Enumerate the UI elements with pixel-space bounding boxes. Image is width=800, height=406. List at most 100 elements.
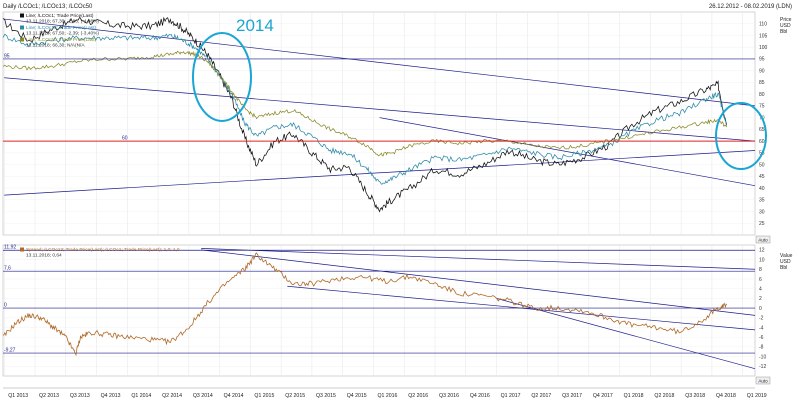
x-tick-label: Q2 2017 xyxy=(531,393,551,399)
spread-y-tick-label: 12 xyxy=(759,248,765,254)
price-panel-frame xyxy=(2,11,756,236)
spread-legend: Spread; /LCOc13; Trade Price(Last); /LCO… xyxy=(20,247,180,259)
x-tick-label: Q3 2017 xyxy=(562,393,582,399)
x-tick-label: Q1 2013 xyxy=(8,393,28,399)
spread-y-tick-label: -12 xyxy=(759,364,766,370)
spread-channel-line xyxy=(201,249,756,316)
auto-button-top-label: Auto xyxy=(758,238,768,243)
price-y-tick-label: 110 xyxy=(759,22,767,28)
legend-series-value: 13.11.2018; 67,30; -2,86; (-4,08%) xyxy=(26,19,99,25)
x-tick-label: Q2 2013 xyxy=(39,393,59,399)
spread-y-tick-label: 10 xyxy=(759,257,765,263)
price-level-label: 60 xyxy=(122,136,128,142)
spread-ylabel: Value USD Bbl xyxy=(780,253,793,271)
price-y-tick-label: 45 xyxy=(759,174,765,180)
price-channel-line xyxy=(4,18,756,107)
x-tick-label: Q1 2018 xyxy=(624,393,644,399)
x-tick-label: Q1 2017 xyxy=(501,393,521,399)
spread-level-label: 7,6 xyxy=(4,266,11,272)
price-channels xyxy=(4,18,756,196)
auto-button-top[interactable]: Auto xyxy=(755,235,771,244)
spread-channel-line xyxy=(496,298,756,370)
date-range: 26.12.2012 - 08.02.2019 (LDN) xyxy=(709,4,792,10)
price-y-tick-label: 65 xyxy=(759,127,765,133)
spread-y-tick-label: 0 xyxy=(759,306,762,312)
legend-swatch xyxy=(20,247,24,252)
price-y-tick-label: 60 xyxy=(759,139,765,145)
spread-y-tick-label: 2 xyxy=(759,296,762,302)
x-tick-label: Q4 2016 xyxy=(470,393,490,399)
x-tick-label: Q2 2014 xyxy=(162,393,182,399)
year-annotation: 2014 xyxy=(236,16,274,35)
legend-series-value: 13.11.2018; 66,30; N/A(N/A xyxy=(26,43,85,49)
spread-ylabel-line: Value xyxy=(780,253,793,259)
spread-ylabel-line: USD xyxy=(780,259,791,265)
spread-y-tick-label: -10 xyxy=(759,354,766,360)
legend-swatch xyxy=(20,13,24,18)
price-series-LCOc13 xyxy=(2,33,727,185)
legend-series-name: Spread; /LCOc13; Trade Price(Last); /LCO… xyxy=(26,247,180,253)
price-y-tick-label: 90 xyxy=(759,68,765,74)
legend-swatch xyxy=(20,37,24,42)
x-tick-label: Q3 2015 xyxy=(316,393,336,399)
spread-y-tick-label: 6 xyxy=(759,277,762,283)
spread-y-tick-label: -6 xyxy=(759,335,764,341)
x-tick-label: Q1 2016 xyxy=(378,393,398,399)
x-tick-label: Q4 2018 xyxy=(716,393,736,399)
legend-series-name: Line; /LCOc50; Trade Price(Last) xyxy=(26,37,97,43)
legend-series-value: 13.11.2018; 67,50; -2,39; (-3,40%) xyxy=(26,31,99,37)
spread-level-label: -9,27 xyxy=(4,348,16,354)
x-tick-label: Q4 2013 xyxy=(101,393,121,399)
auto-button-bottom[interactable]: Auto xyxy=(755,376,771,385)
spread-levels: 11,92 7,6 0 -9,27 xyxy=(3,245,755,354)
x-tick-label: Q4 2017 xyxy=(593,393,613,399)
price-ylabel-line: Price xyxy=(780,17,792,23)
price-y-tick-label: 75 xyxy=(759,104,765,110)
spread-panel-frame xyxy=(2,244,756,377)
spread-y-axis: -12 -10 -8 -6 -4 -2 0 2 4 6 8 10 12 xyxy=(759,248,766,370)
legend-series-name: Line; /LCOc1; Trade Price(Last) xyxy=(26,13,94,19)
spread-panel: 11,92 7,6 0 -9,27 -12 -10 -8 -6 -4 -2 0 2 4 6 8 10 12 S… xyxy=(2,244,793,385)
price-series-group xyxy=(2,16,728,213)
price-ylabel-line: USD xyxy=(780,23,791,29)
legend-swatch xyxy=(20,25,24,30)
legend-series-value: 13.11.2018; 0,64 xyxy=(26,253,62,259)
x-tick-label: Q3 2014 xyxy=(193,393,213,399)
spread-y-tick-label: 8 xyxy=(759,267,762,273)
price-ylabel-line: Bbl xyxy=(780,29,787,35)
price-y-tick-label: 50 xyxy=(759,162,765,168)
price-y-tick-label: 105 xyxy=(759,33,768,39)
price-channel-line xyxy=(4,150,756,196)
x-tick-label: Q2 2015 xyxy=(285,393,305,399)
x-tick-label: Q4 2015 xyxy=(347,393,367,399)
price-level-label: 95 xyxy=(4,53,10,59)
price-channel-line xyxy=(4,77,756,142)
price-y-tick-label: 35 xyxy=(759,198,765,204)
price-legend: Line; /LCOc1; Trade Price(Last)13.11.201… xyxy=(20,13,99,49)
price-y-tick-label: 85 xyxy=(759,80,765,86)
chart-title: Daily /LCOc1; /LCOc13; /LCOc50 xyxy=(3,4,93,10)
price-series-LCOc50 xyxy=(2,50,728,157)
price-series-LCOc1 xyxy=(2,16,728,213)
x-tick-label: Q3 2016 xyxy=(439,393,459,399)
spread-y-tick-label: 4 xyxy=(759,286,762,292)
x-tick-label: Q3 2013 xyxy=(70,393,90,399)
spread-level-label: 11,92 xyxy=(4,245,16,251)
spread-series-group xyxy=(2,252,728,357)
price-y-tick-label: 40 xyxy=(759,186,765,192)
price-channel-line xyxy=(379,117,756,187)
x-tick-label: Q4 2014 xyxy=(224,393,244,399)
highlight-circle-2014 xyxy=(192,32,252,122)
price-y-tick-label: 95 xyxy=(759,57,765,63)
x-tick-label: Q1 2019 xyxy=(747,393,767,399)
x-tick-label: Q2 2016 xyxy=(408,393,428,399)
highlight-circle-2018 xyxy=(715,102,767,170)
x-tick-label: Q2 2018 xyxy=(654,393,674,399)
x-tick-label: Q1 2014 xyxy=(131,393,151,399)
legend-series-name: Line; /LCOc13; Trade Price(Last) xyxy=(26,25,97,31)
price-y-tick-label: 30 xyxy=(759,209,765,215)
